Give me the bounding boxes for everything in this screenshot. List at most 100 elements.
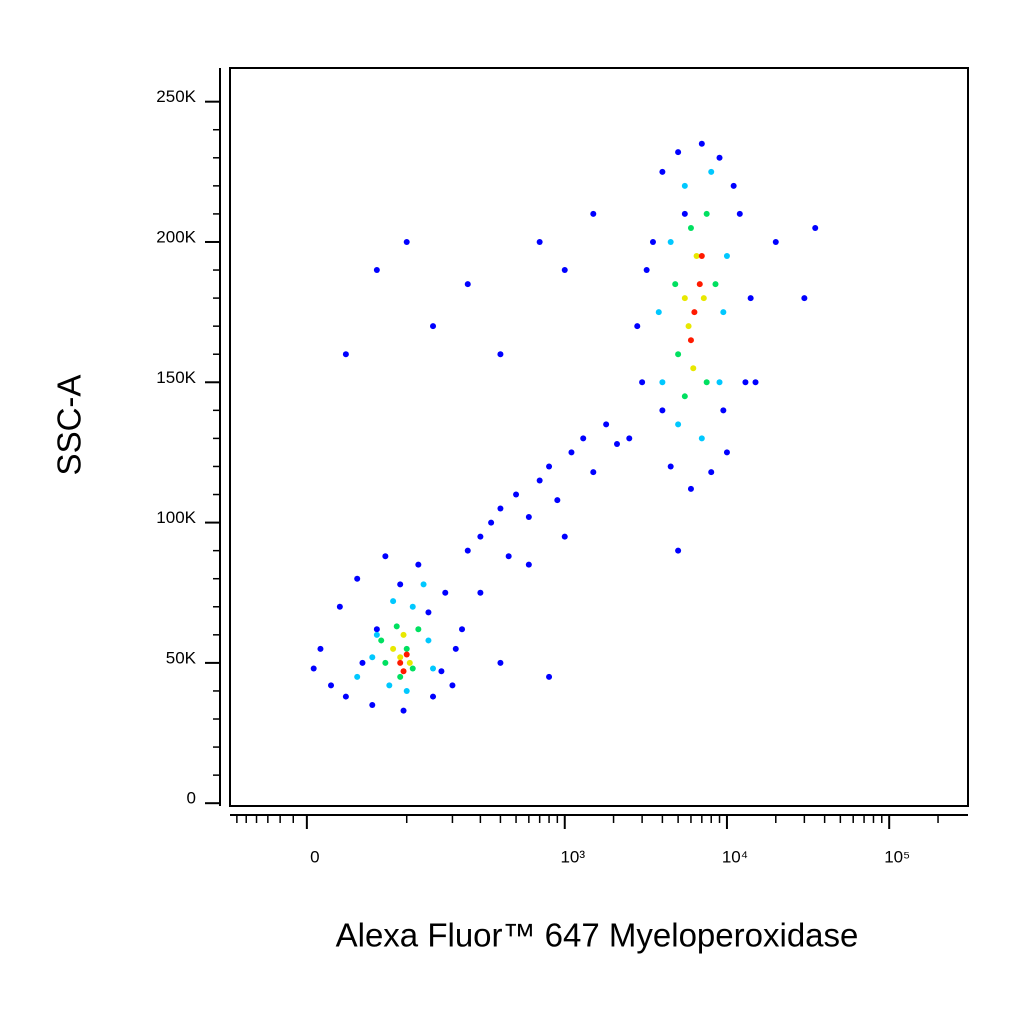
data-point <box>354 673 361 680</box>
data-point <box>382 659 389 666</box>
data-point <box>415 561 422 568</box>
data-point <box>590 210 597 217</box>
data-point <box>720 309 727 316</box>
data-point <box>397 659 404 666</box>
data-point <box>687 337 694 344</box>
data-point <box>703 379 710 386</box>
data-point <box>675 547 682 554</box>
data-point <box>342 693 349 700</box>
data-point <box>659 379 666 386</box>
data-point <box>397 654 404 661</box>
data-point <box>634 323 641 330</box>
data-point <box>373 631 380 638</box>
x-tick-label: 10⁴ <box>722 847 748 866</box>
data-point <box>700 295 707 302</box>
data-point <box>397 581 404 588</box>
data-point <box>675 351 682 358</box>
data-point <box>317 645 324 652</box>
data-point <box>681 210 688 217</box>
data-point <box>681 182 688 189</box>
data-point <box>310 665 317 672</box>
x-tick-label: 0 <box>310 847 319 866</box>
data-point <box>393 623 400 630</box>
data-point <box>626 435 633 442</box>
data-point <box>672 281 679 288</box>
data-point <box>328 682 335 689</box>
data-point <box>415 626 422 633</box>
data-point <box>685 323 692 330</box>
data-point <box>536 477 543 484</box>
data-point <box>712 281 719 288</box>
data-point <box>681 295 688 302</box>
data-point <box>369 654 376 661</box>
data-point <box>409 603 416 610</box>
data-point <box>561 267 568 274</box>
data-point <box>723 449 730 456</box>
data-point <box>698 435 705 442</box>
data-point <box>425 609 432 616</box>
x-tick-label: 10³ <box>560 847 585 866</box>
data-point <box>546 673 553 680</box>
y-axis-title: SSC-A <box>51 375 88 476</box>
data-point <box>336 603 343 610</box>
data-point <box>409 665 416 672</box>
data-point <box>687 485 694 492</box>
data-point <box>667 238 674 245</box>
data-point <box>400 707 407 714</box>
x-tick-label: 10⁵ <box>884 847 910 866</box>
x-axis-title: Alexa Fluor™ 647 Myeloperoxidase <box>336 917 859 954</box>
data-point <box>659 168 666 175</box>
data-point <box>382 553 389 560</box>
data-point <box>400 668 407 675</box>
data-point <box>400 631 407 638</box>
data-point <box>580 435 587 442</box>
data-point <box>373 626 380 633</box>
y-tick-label: 50K <box>166 648 197 667</box>
data-point <box>438 668 445 675</box>
data-point <box>691 309 698 316</box>
y-tick-label: 150K <box>156 368 196 387</box>
y-tick-label: 0 <box>187 789 196 808</box>
data-point <box>736 210 743 217</box>
data-point <box>497 351 504 358</box>
data-point <box>403 645 410 652</box>
data-point <box>477 533 484 540</box>
data-point <box>359 659 366 666</box>
data-point <box>752 379 759 386</box>
data-point <box>568 449 575 456</box>
data-point <box>477 589 484 596</box>
data-point <box>459 626 466 633</box>
y-tick-label: 100K <box>156 508 196 527</box>
data-point <box>675 421 682 428</box>
data-point <box>464 281 471 288</box>
data-point <box>425 637 432 644</box>
data-point <box>720 407 727 414</box>
data-point <box>716 379 723 386</box>
data-point <box>373 267 380 274</box>
data-point <box>649 238 656 245</box>
data-point <box>420 581 427 588</box>
data-point <box>716 154 723 161</box>
data-point <box>643 267 650 274</box>
data-point <box>801 295 808 302</box>
data-point <box>730 182 737 189</box>
data-point <box>397 673 404 680</box>
data-point <box>505 553 512 560</box>
data-point <box>613 441 620 448</box>
data-point <box>590 469 597 476</box>
data-point <box>452 645 459 652</box>
data-point <box>403 238 410 245</box>
data-point <box>561 533 568 540</box>
data-point <box>708 168 715 175</box>
data-point <box>639 379 646 386</box>
data-point <box>430 693 437 700</box>
data-point <box>693 253 700 260</box>
data-point <box>513 491 520 498</box>
data-point <box>681 393 688 400</box>
data-point <box>390 598 397 605</box>
data-point <box>687 224 694 231</box>
data-point <box>675 149 682 156</box>
data-point <box>747 295 754 302</box>
data-point <box>525 561 532 568</box>
data-point <box>772 238 779 245</box>
